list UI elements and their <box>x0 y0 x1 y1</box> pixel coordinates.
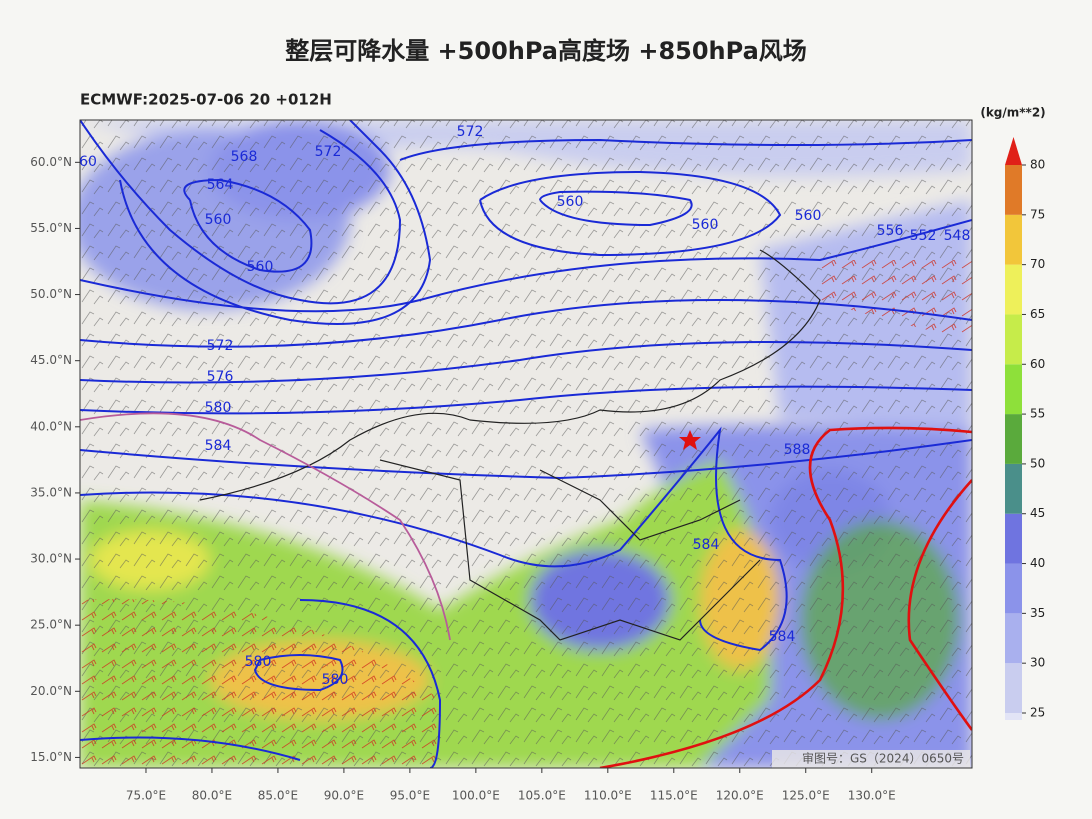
lat-label: 20.0°N <box>30 684 72 698</box>
colorbar-bin <box>1005 663 1022 713</box>
contour-label: 588 <box>784 442 811 458</box>
lat-label: 40.0°N <box>30 419 72 433</box>
lon-label: 105.0°E <box>518 789 566 803</box>
contour-label: 580 <box>205 400 232 416</box>
colorbar-label: 55 <box>1030 407 1045 421</box>
subtitle: ECMWF:2025-07-06 20 +012H <box>80 91 332 109</box>
colorbar-under <box>1005 713 1022 720</box>
colorbar-bin <box>1005 214 1022 265</box>
colorbar-unit: (kg/m**2) <box>980 106 1045 120</box>
lon-label: 85.0°E <box>258 789 298 803</box>
contour-label: 584 <box>769 629 796 645</box>
contour-label: 560 <box>205 212 232 228</box>
colorbar-bin <box>1005 165 1022 215</box>
contour-label: 580 <box>322 672 349 688</box>
contour-label: 560 <box>795 208 822 224</box>
colorbar-bin <box>1005 463 1022 514</box>
colorbar-label: 75 <box>1030 207 1045 221</box>
height-contours <box>80 120 972 768</box>
title: 整层可降水量 +500hPa高度场 +850hPa风场 <box>285 37 807 65</box>
lon-label: 125.0°E <box>782 789 830 803</box>
contour-label: 548 <box>944 228 971 244</box>
contour-label: 560 <box>557 194 584 210</box>
contour-label: 572 <box>457 124 484 140</box>
colorbar-label: 50 <box>1030 456 1045 470</box>
lon-label: 90.0°E <box>324 789 364 803</box>
beijing-star <box>679 430 701 450</box>
contour-label: 580 <box>245 654 272 670</box>
contour-588 <box>599 426 972 768</box>
lat-label: 45.0°N <box>30 353 72 367</box>
lon-label: 120.0°E <box>716 789 764 803</box>
colorbar-label: 45 <box>1030 506 1045 520</box>
contour-label: 564 <box>207 177 234 193</box>
colorbar-bin <box>1005 563 1022 614</box>
colorbar-extend <box>1005 137 1022 165</box>
colorbar-label: 65 <box>1030 307 1045 321</box>
contour-label: 560 <box>247 259 274 275</box>
contour-label: 572 <box>207 338 234 354</box>
contour-label: 552 <box>910 228 937 244</box>
lon-label: 130.0°E <box>848 789 896 803</box>
province-borders <box>199 249 821 641</box>
lon-label: 110.0°E <box>584 789 632 803</box>
lat-label: 25.0°N <box>30 618 72 632</box>
approval-number: 审图号：GS（2024）0650号 <box>802 751 964 766</box>
colorbar-label: 25 <box>1030 706 1045 720</box>
colorbar-label: 80 <box>1030 158 1045 172</box>
colorbar-bin <box>1005 613 1022 664</box>
colorbar-label: 35 <box>1030 606 1045 620</box>
colorbar-bin <box>1005 314 1022 365</box>
colorbar-bin <box>1005 364 1022 415</box>
lat-label: 30.0°N <box>30 552 72 566</box>
colorbar-label: 60 <box>1030 357 1045 371</box>
lon-label: 80.0°E <box>192 789 232 803</box>
colorbar-bin <box>1005 264 1022 315</box>
contour-label: 572 <box>315 144 342 160</box>
colorbar-bin <box>1005 414 1022 464</box>
lon-label: 95.0°E <box>390 789 430 803</box>
contour-label: 576 <box>207 369 234 385</box>
contour-label: 560 <box>692 217 719 233</box>
contour-label: 60 <box>79 154 97 170</box>
contour-label: 568 <box>231 149 258 165</box>
lat-label: 50.0°N <box>30 287 72 301</box>
contour-label: 556 <box>877 223 904 239</box>
lon-label: 100.0°E <box>452 789 500 803</box>
contour-label: 584 <box>205 438 232 454</box>
lat-label: 55.0°N <box>30 221 72 235</box>
lat-label: 60.0°N <box>30 155 72 169</box>
colorbar-label: 30 <box>1030 656 1045 670</box>
colorbar-bin <box>1005 513 1022 564</box>
colorbar-label: 70 <box>1030 257 1045 271</box>
lon-label: 75.0°E <box>126 789 166 803</box>
map <box>80 120 972 768</box>
lat-label: 15.0°N <box>30 750 72 764</box>
contour-label: 584 <box>693 537 720 553</box>
lat-label: 35.0°N <box>30 485 72 499</box>
lon-label: 115.0°E <box>650 789 698 803</box>
colorbar-label: 40 <box>1030 556 1045 570</box>
